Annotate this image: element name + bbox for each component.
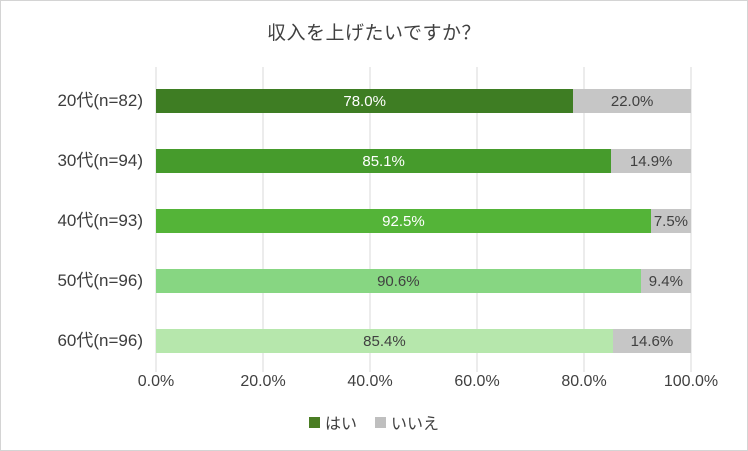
- bar-track: 90.6% 9.4%: [156, 269, 691, 293]
- value-label-yes: 78.0%: [343, 92, 386, 110]
- category-label: 60代(n=96): [57, 331, 143, 350]
- category-label: 20代(n=82): [57, 91, 143, 110]
- value-label-yes: 92.5%: [382, 212, 425, 230]
- grid-line: [690, 67, 692, 372]
- segment-no: 14.6%: [612, 329, 691, 353]
- value-label-no: 9.4%: [648, 272, 683, 290]
- category-label: 30代(n=94): [57, 151, 143, 170]
- bar-row: 40代(n=93) 92.5% 7.5%: [57, 187, 691, 247]
- legend-label: はい: [324, 416, 357, 433]
- value-label-yes: 85.1%: [362, 152, 405, 170]
- bar-row: 50代(n=96) 90.6% 9.4%: [57, 247, 691, 307]
- category-label: 40代(n=93): [57, 211, 143, 230]
- legend-swatch-icon: [308, 416, 320, 428]
- legend-label: いいえ: [391, 416, 440, 433]
- x-axis-tick-label: 0.0%: [137, 373, 175, 390]
- value-label-no: 22.0%: [610, 92, 654, 110]
- value-label-no: 7.5%: [653, 212, 689, 230]
- segment-no: 22.0%: [573, 89, 691, 113]
- value-label-no: 14.9%: [629, 152, 673, 170]
- x-axis: 0.0% 20.0% 40.0% 60.0% 80.0% 100.0%: [138, 373, 718, 391]
- segment-yes: 78.0%: [156, 89, 574, 113]
- bar-row: 60代(n=96) 85.4% 14.6%: [57, 307, 691, 367]
- segment-yes: 90.6%: [156, 269, 641, 293]
- segment-yes: 92.5%: [156, 209, 651, 233]
- bar-track: 92.5% 7.5%: [156, 209, 691, 233]
- bar-track: 85.1% 14.9%: [156, 149, 691, 173]
- bar-row: 30代(n=94) 85.1% 14.9%: [57, 127, 691, 187]
- legend-swatch-icon: [375, 416, 386, 428]
- x-axis-tick-label: 20.0%: [240, 373, 286, 390]
- segment-yes: 85.1%: [156, 149, 612, 173]
- value-label-yes: 90.6%: [377, 272, 420, 290]
- value-label-yes: 85.4%: [363, 332, 406, 350]
- x-axis-tick-label: 60.0%: [454, 373, 500, 390]
- plot-area: 20代(n=82) 78.0% 22.0% 30代(n=94) 85.1% 14.9% 40…: [57, 67, 692, 372]
- chart-title: 収入を上げたいですか？: [267, 23, 481, 44]
- bar-track: 85.4% 14.6%: [156, 329, 691, 353]
- bar-track: 78.0% 22.0%: [156, 89, 691, 113]
- legend-item: いいえ: [375, 410, 439, 434]
- bar-row: 20代(n=82) 78.0% 22.0%: [57, 67, 691, 127]
- segment-no: 14.9%: [611, 149, 691, 173]
- segment-no: 7.5%: [650, 209, 691, 233]
- legend-item: はい: [308, 410, 357, 434]
- value-label-no: 14.6%: [630, 332, 674, 350]
- segment-no: 9.4%: [640, 269, 691, 293]
- x-axis-tick-label: 40.0%: [347, 373, 393, 390]
- segment-yes: 85.4%: [156, 329, 613, 353]
- x-axis-tick-label: 100.0%: [663, 373, 719, 390]
- x-axis-tick-label: 80.0%: [561, 373, 607, 390]
- legend: はい いいえ: [1, 410, 747, 434]
- category-label: 50代(n=96): [57, 271, 143, 290]
